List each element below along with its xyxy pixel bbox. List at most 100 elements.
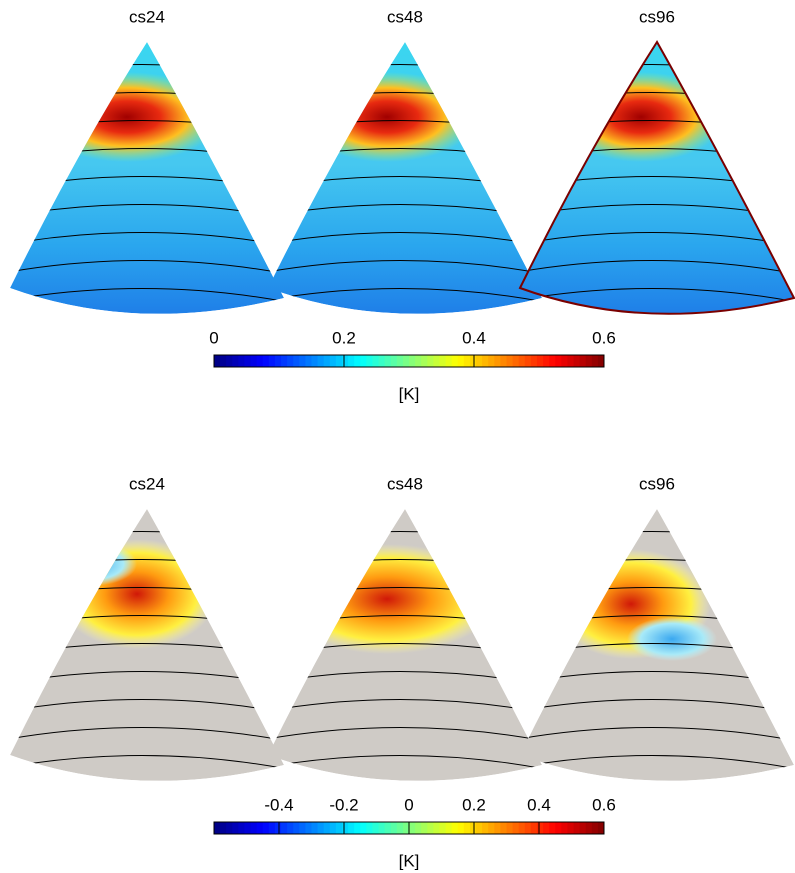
colorbar-cell xyxy=(341,822,349,834)
latitude-line xyxy=(520,259,794,279)
map xyxy=(10,42,284,314)
colorbar-cell xyxy=(585,355,593,367)
colorbar-cell xyxy=(488,822,495,834)
colorbar-cell xyxy=(494,822,501,834)
panel-title: cs96 xyxy=(639,7,675,26)
colorbar-cell xyxy=(555,355,562,367)
colorbar-cell xyxy=(293,355,300,367)
colorbar-cell xyxy=(530,822,538,834)
colorbar-cell xyxy=(543,355,550,367)
colorbar-cell xyxy=(311,355,319,367)
colorbar-cell xyxy=(433,355,440,367)
colorbar-cell xyxy=(244,355,252,367)
colorbar-cell xyxy=(220,822,227,834)
map-field xyxy=(268,42,542,314)
latitude-line xyxy=(268,726,542,746)
colorbar-cell xyxy=(427,355,434,367)
colorbar-cell xyxy=(348,355,355,367)
colorbar-cell xyxy=(591,355,599,367)
colorbar-cell xyxy=(439,355,447,367)
colorbar-cell xyxy=(445,822,453,834)
map-warm-spot xyxy=(277,544,497,654)
map xyxy=(268,509,542,781)
colorbar-cell xyxy=(360,355,367,367)
map-cool-spot xyxy=(47,542,137,586)
colorbar-cell xyxy=(305,822,312,834)
colorbar-cell xyxy=(421,822,428,834)
colorbar-cell xyxy=(220,355,227,367)
colorbar-cell xyxy=(457,355,465,367)
colorbar-cell xyxy=(561,822,568,834)
colorbar-cell xyxy=(262,822,270,834)
map xyxy=(268,42,542,314)
colorbar-cell xyxy=(445,355,453,367)
colorbar-cell xyxy=(311,822,319,834)
map xyxy=(520,42,794,314)
colorbar-cell xyxy=(250,822,258,834)
colorbar-cell xyxy=(500,355,507,367)
colorbar-tick-label: 0.6 xyxy=(592,328,616,347)
colorbar-tick-label: -0.4 xyxy=(264,795,293,814)
colorbar-cell xyxy=(323,822,331,834)
colorbar-cell xyxy=(396,355,404,367)
colorbar-cell xyxy=(226,355,233,367)
colorbar-cell xyxy=(573,822,581,834)
colorbar-cell xyxy=(232,822,239,834)
colorbar-cell xyxy=(402,822,410,834)
colorbar-cell xyxy=(360,822,367,834)
colorbar-cell xyxy=(384,822,392,834)
latitude-line xyxy=(268,259,542,279)
colorbar-cell xyxy=(409,355,416,367)
colorbar-cell xyxy=(396,822,404,834)
colorbar-cell xyxy=(390,822,398,834)
colorbar-cell xyxy=(463,822,471,834)
colorbar-cell xyxy=(299,355,306,367)
map-warm-spot xyxy=(57,539,217,649)
colorbar-cell xyxy=(518,822,526,834)
colorbar-cell xyxy=(238,355,245,367)
colorbar-cell xyxy=(549,355,556,367)
colorbar-cell xyxy=(536,355,544,367)
colorbar-cell xyxy=(506,822,514,834)
colorbar-cell xyxy=(518,355,526,367)
panel-title: cs24 xyxy=(129,474,165,493)
map-edge xyxy=(518,40,795,315)
colorbar-cell xyxy=(488,355,495,367)
colorbar-cell xyxy=(469,822,477,834)
colorbar-cell xyxy=(268,822,276,834)
colorbar-cell xyxy=(512,822,520,834)
colorbar-cell xyxy=(457,822,465,834)
colorbar-cell xyxy=(250,355,258,367)
colorbar-cell xyxy=(214,822,221,834)
colorbar-cell xyxy=(482,355,489,367)
panel-title: cs96 xyxy=(639,474,675,493)
colorbar-cell xyxy=(348,822,355,834)
colorbar-cell xyxy=(238,822,245,834)
colorbar-cell xyxy=(469,355,477,367)
panel: cs24 cs48 cs96 0 0.2 0.4 0.6 [K] xyxy=(10,7,795,403)
colorbar-cell xyxy=(268,355,276,367)
colorbar-cell xyxy=(305,355,312,367)
colorbar-cell xyxy=(524,355,532,367)
colorbar-cell xyxy=(378,822,386,834)
colorbar-cell xyxy=(226,822,233,834)
colorbar-cell xyxy=(476,822,483,834)
colorbar-cell xyxy=(561,355,568,367)
colorbar-cell xyxy=(214,355,221,367)
colorbar-cell xyxy=(573,355,581,367)
colorbar-cell xyxy=(585,822,593,834)
colorbar-tick-label: 0.2 xyxy=(462,795,486,814)
colorbar-cell xyxy=(591,822,599,834)
colorbar-cell xyxy=(354,822,361,834)
colorbar-cell xyxy=(579,355,587,367)
map xyxy=(520,509,794,781)
colorbar-cell xyxy=(482,822,489,834)
latitude-line xyxy=(520,726,794,746)
panel-title: cs48 xyxy=(387,7,423,26)
colorbar-cell xyxy=(366,822,373,834)
colorbar-cell xyxy=(500,822,507,834)
colorbar-cell xyxy=(530,355,538,367)
colorbar-cell xyxy=(256,355,264,367)
